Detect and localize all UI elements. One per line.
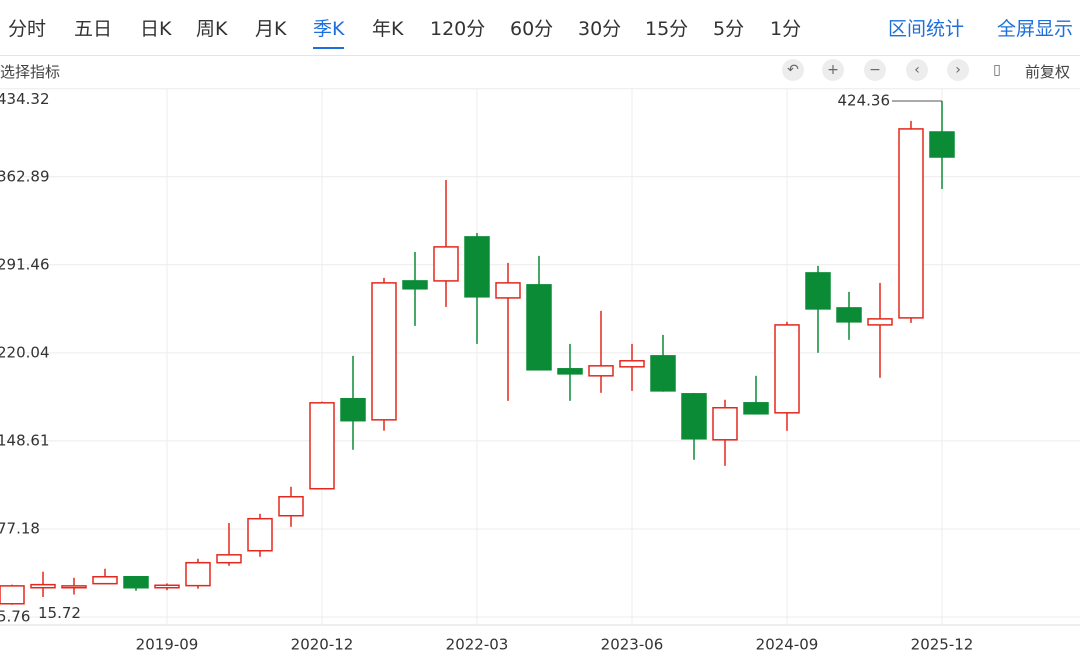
candle-body xyxy=(402,280,428,290)
candle-body xyxy=(278,496,304,517)
max-label: 424.36 xyxy=(838,91,891,109)
candle-body xyxy=(309,402,335,490)
zoom-out-button[interactable]: − xyxy=(864,59,886,81)
candle-body xyxy=(340,398,366,422)
y-tick-label: 291.46 xyxy=(0,255,50,273)
tab[interactable]: 月K xyxy=(255,18,287,40)
candle-body xyxy=(681,393,707,440)
tab[interactable]: 30分 xyxy=(578,18,622,40)
candle-body xyxy=(61,585,87,589)
y-tick-label: 220.04 xyxy=(0,343,50,361)
tab[interactable]: 日K xyxy=(140,18,172,40)
y-tick-label: 77.18 xyxy=(0,519,40,537)
indicator-select[interactable]: 选择指标 xyxy=(0,63,61,81)
right-button[interactable]: › xyxy=(947,59,969,81)
fullscreen[interactable]: 全屏显示 xyxy=(997,18,1074,40)
candle-body xyxy=(929,131,955,158)
tab[interactable]: 五日 xyxy=(74,18,113,40)
candle-body xyxy=(588,365,614,377)
x-tick-label: 2022-03 xyxy=(446,636,509,654)
candle-body xyxy=(495,282,521,299)
left-button[interactable]: ‹ xyxy=(906,59,928,81)
x-tick-label: 2019-09 xyxy=(136,636,199,654)
tab[interactable]: 5分 xyxy=(713,18,745,40)
candle-body xyxy=(247,517,273,552)
candle-body xyxy=(743,402,769,415)
x-tick-label: 2024-09 xyxy=(756,636,819,654)
tab[interactable]: 15分 xyxy=(645,18,689,40)
x-tick-label: 2020-12 xyxy=(291,636,354,654)
range-stats[interactable]: 区间统计 xyxy=(888,18,965,40)
tab[interactable]: 周K xyxy=(196,18,228,40)
candle-body xyxy=(0,585,25,605)
y-tick-label: 5.76 xyxy=(0,608,30,626)
adjust-select[interactable]: 前复权 xyxy=(1025,63,1071,81)
period-tabs: 分时 五日 日K 周K 月K 季K 年K 120分 60分 30分 15分 5分… xyxy=(0,0,1080,56)
sub-toolbar: 选择指标 ↶ + − ‹ › ▯ 前复权 xyxy=(0,56,1080,86)
candle-body xyxy=(557,368,583,375)
candle-body xyxy=(216,554,242,564)
tab[interactable]: 1分 xyxy=(770,18,802,40)
candle-icon[interactable]: ▯ xyxy=(993,62,1001,78)
candle-body xyxy=(650,355,676,392)
zoom-in-button[interactable]: + xyxy=(822,59,844,81)
candle-body xyxy=(30,583,56,589)
min-label: 15.72 xyxy=(38,604,81,622)
y-tick-label: 434.32 xyxy=(0,90,50,108)
candle-body xyxy=(185,561,211,587)
x-tick-label: 2023-06 xyxy=(601,636,664,654)
y-tick-label: 148.61 xyxy=(0,431,50,449)
candle-body xyxy=(526,284,552,371)
candle-body xyxy=(867,318,893,326)
candle-body xyxy=(92,576,118,585)
candle-body xyxy=(619,360,645,368)
tab[interactable]: 分时 xyxy=(8,18,47,40)
candle-body xyxy=(805,272,831,310)
tab[interactable]: 年K xyxy=(372,18,404,40)
candle-body xyxy=(371,282,397,421)
x-tick-label: 2025-12 xyxy=(911,636,974,654)
candle-body xyxy=(774,324,800,414)
candle-body xyxy=(836,307,862,323)
tab-active[interactable]: 季K xyxy=(313,14,345,49)
tab[interactable]: 120分 xyxy=(430,18,486,40)
candle-body xyxy=(154,584,180,589)
undo-button[interactable]: ↶ xyxy=(782,59,804,81)
candle-body xyxy=(433,246,459,282)
candle-body xyxy=(123,576,149,589)
tab[interactable]: 60分 xyxy=(510,18,554,40)
candle-body xyxy=(898,128,924,319)
y-tick-label: 362.89 xyxy=(0,167,50,185)
candle-body xyxy=(712,407,738,441)
candle-body xyxy=(464,236,490,298)
